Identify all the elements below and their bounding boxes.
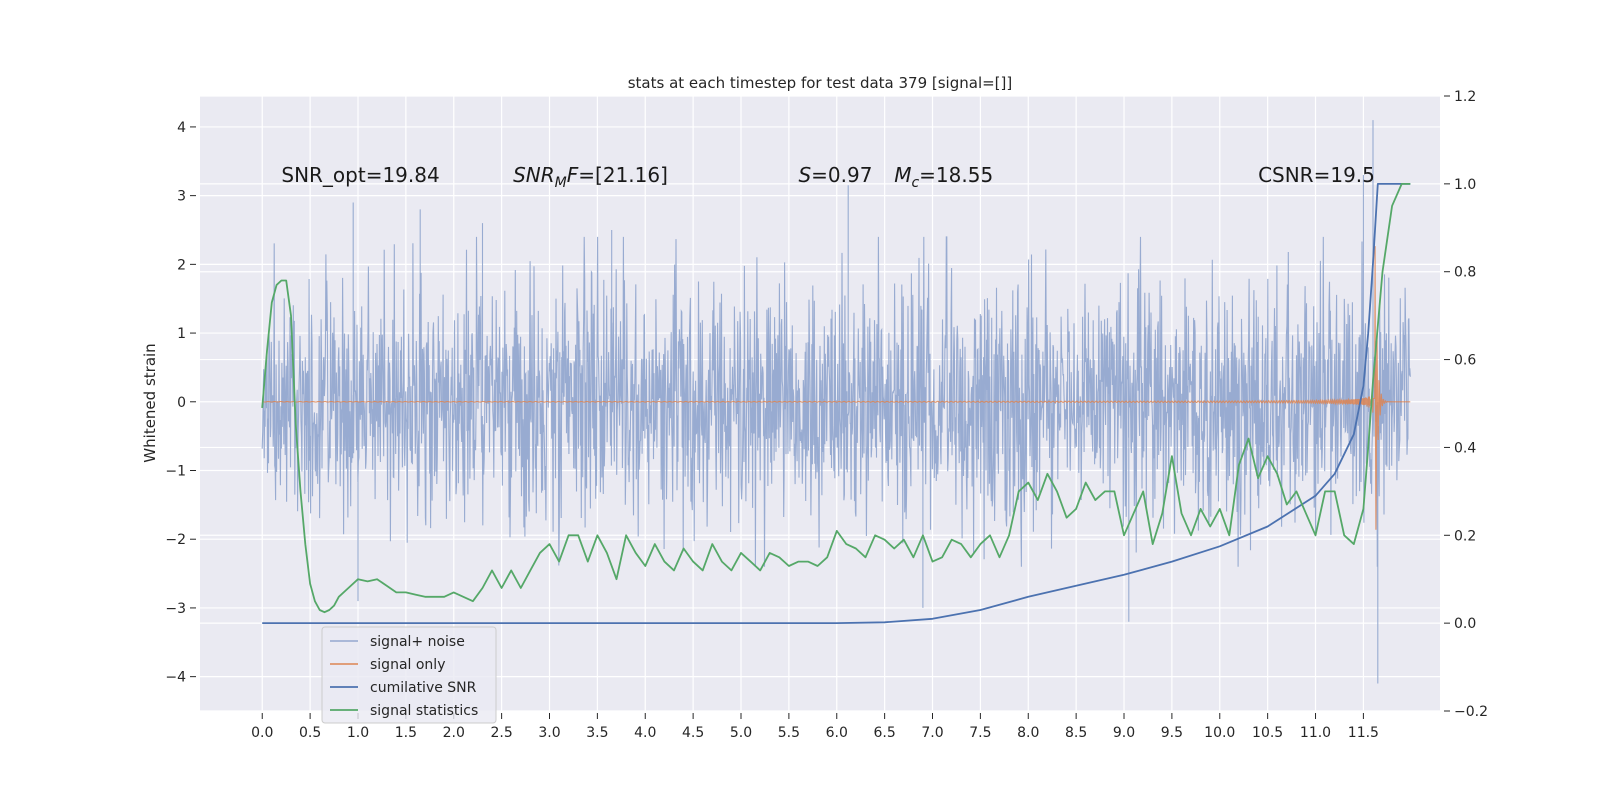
y-tick-label: 3 [177, 189, 186, 205]
y-tick-label: −1 [165, 463, 186, 479]
y-tick-label: 1 [177, 326, 186, 342]
annotation-1: SNRMF=[21.16] [513, 163, 668, 191]
legend: signal+ noise signal only cumilative SNR si… [321, 626, 497, 724]
y2-tick-label: 0.8 [1454, 265, 1476, 281]
series-signal-only [262, 246, 1411, 530]
x-tick-label: 7.5 [969, 725, 991, 741]
legend-label: signal+ noise [370, 634, 465, 650]
y-tick-label: −2 [165, 532, 186, 548]
y2-tick-label: 0.6 [1454, 353, 1476, 369]
chart-title: stats at each timestep for test data 379… [628, 74, 1013, 92]
y-tick-label: 2 [177, 257, 186, 273]
x-tick-label: 10.0 [1204, 725, 1235, 741]
series-cumulative-snr [262, 183, 1411, 624]
x-tick-label: 1.0 [347, 725, 369, 741]
legend-box [321, 626, 497, 724]
x-tick-label: 11.5 [1348, 725, 1379, 741]
x-tick-label: 9.5 [1161, 725, 1183, 741]
x-tick-label: 10.5 [1252, 725, 1283, 741]
x-tick-label: 6.5 [874, 725, 896, 741]
x-tick-label: 0.0 [251, 725, 273, 741]
x-tick-label: 5.5 [778, 725, 800, 741]
legend-label: signal only [370, 657, 445, 673]
x-tick-label: 1.5 [395, 725, 417, 741]
series-signal-statistics [261, 183, 1411, 614]
y2-tick-label: 1.2 [1454, 89, 1476, 105]
x-tick-label: 8.0 [1017, 725, 1039, 741]
annotation-4: CSNR=19.5 [1258, 163, 1375, 187]
annotation-0: SNR_opt=19.84 [281, 163, 439, 187]
y2-tick-label: 1.0 [1454, 177, 1476, 193]
y-tick-label: −4 [165, 670, 186, 686]
x-tick-label: 3.5 [586, 725, 608, 741]
y-tick-label: 0 [177, 395, 186, 411]
x-tick-label: 3.0 [538, 725, 560, 741]
annotation-3: Mc=18.55 [894, 163, 993, 191]
y2-tick-label: 0.2 [1454, 528, 1476, 544]
x-tick-label: 2.0 [443, 725, 465, 741]
x-tick-label: 6.0 [826, 725, 848, 741]
y2-tick-label: 0.4 [1454, 440, 1476, 456]
y-tick-label: −3 [165, 601, 186, 617]
x-tick-label: 4.5 [682, 725, 704, 741]
x-tick-label: 11.0 [1300, 725, 1331, 741]
y-axis-right: 1.2 1.0 0.8 0.6 0.4 0.2 0.0 −0.2 [1444, 89, 1488, 720]
x-tick-label: 9.0 [1113, 725, 1135, 741]
series-layer [261, 120, 1411, 684]
x-tick-label: 5.0 [730, 725, 752, 741]
y-axis-left: 4 3 2 1 0 −1 −2 −3 −4 [165, 120, 196, 686]
x-axis: 0.0 0.5 1.0 1.5 2.0 2.5 3.0 3.5 4.0 4.5 5.0 5.5 6.0 6… [251, 713, 1379, 741]
legend-label: signal statistics [370, 703, 478, 719]
x-tick-label: 7.0 [921, 725, 943, 741]
y2-tick-label: 0.0 [1454, 616, 1476, 632]
x-tick-label: 2.5 [490, 725, 512, 741]
annotations: SNR_opt=19.84 SNRMF=[21.16] S=0.97 Mc=18.55… [281, 163, 1374, 191]
x-tick-label: 0.5 [299, 725, 321, 741]
legend-label: cumilative SNR [370, 680, 477, 696]
x-tick-label: 4.0 [634, 725, 656, 741]
annotation-2: S=0.97 [798, 163, 872, 187]
y-tick-label: 4 [177, 120, 186, 136]
x-tick-label: 8.5 [1065, 725, 1087, 741]
y-axis-label: Whitened strain [141, 343, 159, 462]
y2-tick-label: −0.2 [1454, 704, 1488, 720]
series-signal-noise [261, 120, 1411, 684]
